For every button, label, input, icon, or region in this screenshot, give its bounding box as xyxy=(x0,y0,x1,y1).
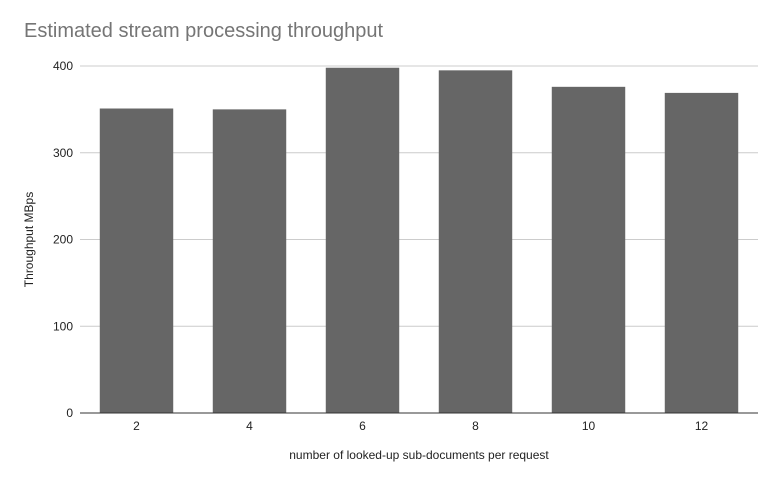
bar-12 xyxy=(664,92,739,413)
y-axis-title: Throughput MBps xyxy=(22,192,36,287)
bar-8 xyxy=(438,70,513,414)
x-axis-title: number of looked-up sub-documents per re… xyxy=(289,448,549,462)
x-tick-label: 10 xyxy=(582,419,596,433)
y-tick-label: 100 xyxy=(53,319,73,333)
x-tick-labels: 2 4 6 8 10 12 xyxy=(133,419,708,433)
x-tick-label: 6 xyxy=(359,419,366,433)
y-tick-labels: 0 100 200 300 400 xyxy=(53,59,73,420)
y-tick-label: 300 xyxy=(53,146,73,160)
x-tick-label: 4 xyxy=(246,419,253,433)
bar-2 xyxy=(99,108,174,413)
bar-6 xyxy=(325,67,400,414)
gridlines xyxy=(80,65,758,327)
x-tick-label: 2 xyxy=(133,419,140,433)
y-tick-label: 200 xyxy=(53,233,73,247)
x-tick-label: 8 xyxy=(472,419,479,433)
x-tick-label: 12 xyxy=(695,419,709,433)
chart-title: Estimated stream processing throughput xyxy=(24,20,384,42)
y-tick-label: 400 xyxy=(53,59,73,73)
bars xyxy=(99,67,739,414)
bar-10 xyxy=(551,86,626,413)
bar-4 xyxy=(212,109,287,413)
y-tick-label: 0 xyxy=(66,406,73,420)
